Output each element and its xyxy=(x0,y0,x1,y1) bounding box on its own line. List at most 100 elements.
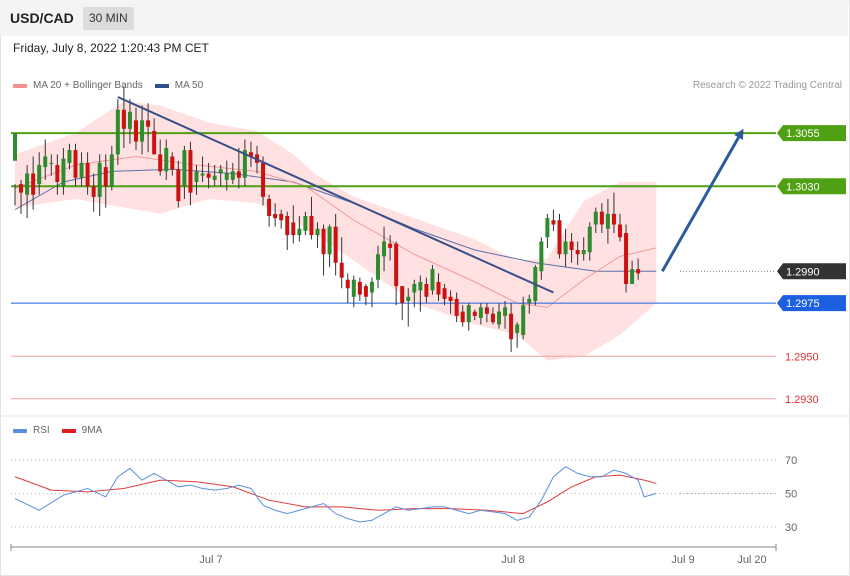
candle-body xyxy=(19,184,24,193)
candle-body xyxy=(515,324,520,333)
candle-body xyxy=(460,311,465,323)
ma20-swatch xyxy=(13,83,27,88)
candle-body xyxy=(430,269,435,291)
candle-body xyxy=(297,228,302,236)
x-axis: Jul 7 Jul 8 Jul 9 Jul 20 xyxy=(10,544,777,566)
rsi-tick-label: 50 xyxy=(785,489,797,501)
candle-body xyxy=(303,216,308,231)
candle-body xyxy=(557,220,562,255)
candle-body xyxy=(13,133,17,161)
rsi-ma-swatch xyxy=(61,428,76,433)
candle-body xyxy=(406,296,411,301)
x-tick-label: Jul 7 xyxy=(199,554,222,566)
candle-body xyxy=(593,211,598,225)
candle-body xyxy=(611,213,616,225)
candle-body xyxy=(376,254,380,280)
candle-body xyxy=(97,162,102,197)
candle-body xyxy=(31,173,36,195)
candle-body xyxy=(206,173,211,178)
candle-body xyxy=(624,233,629,284)
candle-body xyxy=(478,307,483,318)
candle-body xyxy=(418,281,423,291)
candle-body xyxy=(503,307,508,316)
level-label-resistance: 1.3030 xyxy=(786,181,820,193)
candle-body xyxy=(158,154,163,172)
candle-body xyxy=(25,173,30,195)
x-tick-label: Jul 9 xyxy=(671,554,694,566)
rsi-ma-line xyxy=(14,474,657,515)
candle-body xyxy=(309,216,314,236)
candle-body xyxy=(509,313,514,340)
candle-body xyxy=(140,120,145,142)
candle-body xyxy=(224,173,229,180)
candle-body xyxy=(587,226,592,253)
candle-body xyxy=(636,269,641,274)
candle-body xyxy=(218,169,223,174)
ma50-legend-label: MA 50 xyxy=(174,80,204,91)
timeframe-button[interactable]: 30 MIN xyxy=(83,7,134,30)
candle-body xyxy=(37,165,42,185)
candle-body xyxy=(539,241,544,272)
rsi-swatch xyxy=(13,428,27,433)
candle-body xyxy=(91,186,96,197)
candle-body xyxy=(170,156,175,170)
rsi-legend-label: RSI xyxy=(33,425,50,436)
level-tag-resistance xyxy=(777,178,846,195)
level-label-resistance: 1.3055 xyxy=(786,128,820,140)
rsi-ma-legend-label: 9MA xyxy=(81,425,103,436)
candle-body xyxy=(248,152,253,157)
price-legend: MA 20 + Bollinger Bands MA 50 xyxy=(13,80,203,91)
candle-body xyxy=(109,154,114,187)
candle-body xyxy=(345,279,350,289)
candle-body xyxy=(472,311,477,316)
candle-body xyxy=(285,216,290,236)
level-lines-layer: 1.3055 1.3030 1.2990 1.2975 1.2950 1.2930 xyxy=(11,125,846,406)
x-tick-label: Jul 20 xyxy=(737,554,766,566)
candle-body xyxy=(73,150,78,178)
candle-body xyxy=(273,213,278,219)
chart-header-bar: USD/CAD 30 MIN xyxy=(0,0,848,36)
candle-body xyxy=(152,131,157,155)
candle-body xyxy=(49,162,54,164)
candles-layer xyxy=(13,86,641,352)
candle-body xyxy=(400,286,405,304)
candle-body xyxy=(103,167,108,187)
candle-body xyxy=(484,307,489,314)
candle-body xyxy=(388,243,393,248)
candle-body xyxy=(357,281,362,295)
candle-body xyxy=(79,162,84,178)
candle-body xyxy=(261,162,266,197)
candle-body xyxy=(605,213,610,229)
candle-body xyxy=(182,150,187,187)
candle-body xyxy=(569,241,574,250)
projection-arrow xyxy=(661,128,744,272)
candle-body xyxy=(176,169,181,202)
candle-body xyxy=(242,150,247,178)
candle-body xyxy=(67,150,72,163)
candle-body xyxy=(164,148,169,172)
rsi-tick-label: 70 xyxy=(785,455,797,467)
candle-body xyxy=(521,305,526,335)
candle-body xyxy=(146,120,151,127)
candle-body xyxy=(61,158,66,187)
level-tag-pivot xyxy=(777,263,846,280)
candle-body xyxy=(448,296,453,301)
rsi-line xyxy=(14,466,657,523)
candle-body xyxy=(599,211,604,225)
level-label-support: 1.2950 xyxy=(785,351,819,363)
candle-body xyxy=(630,269,635,284)
ma50-line xyxy=(14,168,657,272)
research-credit: Research © 2022 Trading Central xyxy=(692,80,842,91)
candle-body xyxy=(321,228,326,255)
trendline xyxy=(117,96,554,294)
candle-body xyxy=(575,250,580,255)
candle-body xyxy=(339,262,344,278)
candle-body xyxy=(55,165,60,182)
candle-body xyxy=(581,250,586,255)
candle-body xyxy=(382,241,387,257)
candle-body xyxy=(333,226,338,263)
candle-body xyxy=(424,284,429,297)
candle-body xyxy=(497,311,501,325)
candle-body xyxy=(618,224,622,238)
